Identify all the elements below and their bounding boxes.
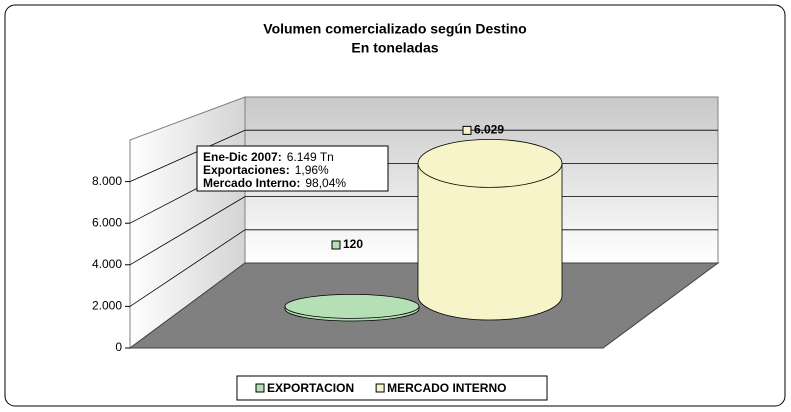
y-tick-label: 6.000 <box>92 215 122 229</box>
legend-label: EXPORTACION <box>267 381 354 395</box>
annotation-label: Ene-Dic 2007: <box>203 150 282 164</box>
cylinder <box>417 138 563 321</box>
annotation-box <box>196 145 389 192</box>
y-tick-label: 8.000 <box>92 174 122 188</box>
value-label: 120 <box>343 237 363 251</box>
grid-line <box>129 229 246 307</box>
grid-line <box>129 129 246 182</box>
cylinder-top <box>284 293 420 319</box>
value-label-key <box>331 240 341 250</box>
cylinder-top <box>417 138 563 188</box>
legend <box>236 375 548 401</box>
annotation-label: Mercado Interno: <box>203 176 300 190</box>
annotation-value: 1,96% <box>295 163 329 177</box>
y-tick-label: 4.000 <box>92 257 122 271</box>
value-label: 6.029 <box>474 123 504 137</box>
legend-key <box>255 383 265 393</box>
cylinder-side <box>417 162 563 321</box>
annotation-value: 6.149 Tn <box>287 150 334 164</box>
annotation-value: 98,04% <box>305 176 346 190</box>
cylinder <box>284 293 420 322</box>
chart-subtitle: En toneladas <box>351 40 438 56</box>
legend-key <box>375 383 385 393</box>
y-tick-label: 2.000 <box>92 299 122 313</box>
annotation-label: Exportaciones: <box>203 163 290 177</box>
grid-line <box>129 196 246 266</box>
value-label-key <box>462 125 472 135</box>
chart-title: Volumen comercializado según Destino <box>263 21 526 37</box>
y-tick-label: 0 <box>115 340 122 354</box>
legend-label: MERCADO INTERNO <box>387 381 506 395</box>
